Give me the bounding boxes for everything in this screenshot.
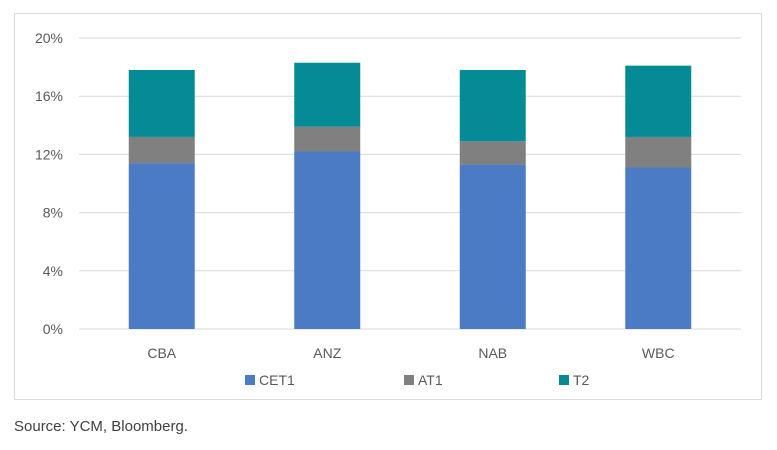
legend-label-at1: AT1 xyxy=(418,372,443,388)
y-tick-label: 8% xyxy=(43,205,63,221)
legend-swatch-cet1 xyxy=(245,375,255,385)
bar-at1-nab xyxy=(459,141,526,165)
legend-label-cet1: CET1 xyxy=(259,372,295,388)
y-tick-label: 20% xyxy=(35,30,63,46)
legend-label-t2: T2 xyxy=(573,372,590,388)
y-axis: 0% 4% 8% 12% 16% 20% xyxy=(35,30,63,337)
bar-cet1-cba xyxy=(128,163,195,329)
source-note: Source: YCM, Bloomberg. xyxy=(14,418,188,435)
bar-cet1-nab xyxy=(459,164,526,329)
stacked-bar-chart: 0% 4% 8% 12% 16% 20% CBA ANZ NAB WBC CET1 AT1 T2 xyxy=(35,30,741,388)
y-tick-label: 12% xyxy=(35,146,63,162)
legend-swatch-at1 xyxy=(404,375,414,385)
x-tick-label: ANZ xyxy=(313,345,341,361)
legend-swatch-t2 xyxy=(559,375,569,385)
chart-frame: 0% 4% 8% 12% 16% 20% CBA ANZ NAB WBC CET1 AT1 T2 xyxy=(14,13,762,400)
y-tick-label: 16% xyxy=(35,88,63,104)
x-tick-label: WBC xyxy=(642,345,675,361)
bar-at1-wbc xyxy=(625,136,692,168)
y-tick-label: 0% xyxy=(43,321,63,337)
bars xyxy=(128,62,692,329)
x-axis: CBA ANZ NAB WBC xyxy=(147,345,674,361)
bar-cet1-anz xyxy=(294,151,361,329)
x-tick-label: NAB xyxy=(478,345,507,361)
bar-t2-nab xyxy=(459,70,526,142)
bar-at1-anz xyxy=(294,126,361,152)
bar-cet1-wbc xyxy=(625,167,692,329)
legend: CET1 AT1 T2 xyxy=(245,372,590,388)
bar-t2-wbc xyxy=(625,65,692,137)
y-tick-label: 4% xyxy=(43,263,63,279)
bar-t2-anz xyxy=(294,62,361,127)
bar-at1-cba xyxy=(128,136,195,164)
x-tick-label: CBA xyxy=(147,345,176,361)
bar-t2-cba xyxy=(128,70,195,137)
